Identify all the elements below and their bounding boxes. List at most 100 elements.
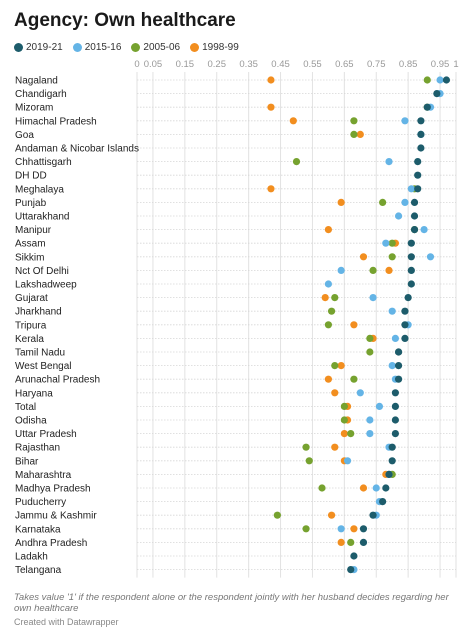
data-point [401,321,409,329]
category-label: Jammu & Kashmir [15,511,97,522]
x-tick-label: 0.65 [335,59,354,70]
data-point [394,348,403,356]
legend-item: 2005-06 [131,42,180,53]
data-point [414,171,422,179]
x-tick-label: 1 [453,59,458,70]
data-point [305,457,313,465]
data-point [382,239,390,247]
data-point [350,321,358,329]
data-point [337,198,345,206]
data-point [302,525,310,533]
data-point [382,484,390,492]
x-tick-label: 0.15 [176,59,195,70]
data-point [407,185,415,193]
data-point [337,538,345,546]
data-point [331,362,339,370]
data-point [401,198,409,206]
category-label: Maharashtra [15,470,72,481]
data-point [420,226,428,234]
data-point [385,266,393,274]
chart-title: Agency: Own healthcare [14,10,236,31]
category-label: Total [15,402,36,413]
data-point [407,266,415,274]
category-label: Sikkim [15,252,44,263]
data-point [369,511,377,519]
data-point [337,266,345,274]
data-point [359,525,368,533]
data-point [385,158,393,166]
category-label: Rajasthan [15,443,60,454]
category-label: Himachal Pradesh [15,116,97,127]
data-point [302,443,310,451]
data-point [347,566,355,574]
data-point [340,402,348,410]
data-point [414,185,422,193]
data-point [391,416,399,424]
data-point [417,144,425,152]
category-label: Tamil Nadu [15,348,65,359]
data-point [340,416,348,424]
legend-swatch [14,42,23,52]
data-point [331,389,339,397]
x-tick-label: 0.75 [367,59,386,70]
data-point [369,294,377,302]
data-point [410,212,419,220]
data-point [350,375,358,383]
data-point [289,117,297,125]
legend-item: 2015-16 [72,42,121,53]
x-tick-label: 0.85 [399,59,418,70]
category-label: Kerala [15,334,44,345]
data-point [273,511,281,519]
category-label: Chhattisgarh [15,157,72,168]
legend-item: 1998-99 [190,42,239,53]
category-label: Andhra Pradesh [15,538,87,549]
category-label: DH DD [15,171,47,182]
data-point [394,362,403,370]
legend-swatch [131,42,141,52]
legend-label: 2005-06 [143,41,181,53]
data-point [327,511,336,519]
x-tick-label: 0.95 [431,59,450,70]
data-point [331,294,339,302]
data-point [388,307,396,315]
data-point [359,538,368,546]
category-label: Mizoram [15,103,53,114]
category-label: Haryana [15,388,53,399]
category-label: Karnataka [15,524,61,535]
data-point [414,158,422,166]
legend-label: 1998-99 [202,41,239,53]
data-point [388,253,396,261]
data-point [318,484,326,492]
data-point [350,117,358,125]
data-point [324,226,332,234]
data-point [379,198,387,206]
x-tick-label: 0.35 [239,59,258,70]
credit-line: Created with Datawrapper [14,617,119,627]
data-point [356,130,364,138]
data-point [391,430,399,438]
category-label: Ladakh [15,552,48,563]
data-point [401,334,409,342]
category-label: Nct Of Delhi [15,266,69,277]
category-label: Bihar [15,456,39,467]
data-point [321,294,329,302]
data-point [391,334,399,342]
category-label: Tripura [15,320,47,331]
x-tick-label: 0.25 [208,59,227,70]
category-label: Assam [15,239,46,250]
data-point [347,430,355,438]
data-point [385,470,393,478]
data-point [423,76,431,84]
data-point [407,239,415,247]
data-point [347,538,355,546]
data-point [433,90,441,98]
category-label: West Bengal [15,361,72,372]
data-point [388,443,396,451]
category-label: Jharkhand [15,307,62,318]
data-point [356,389,364,397]
data-point [359,484,368,492]
dot-plot-chart: 0 0.05 0.15 0.25 0.35 0.45 0.55 0.65 0.75 0.85 0.9… [15,59,459,578]
data-point [426,253,435,261]
category-label: Puducherry [15,497,66,508]
data-point [350,552,358,560]
